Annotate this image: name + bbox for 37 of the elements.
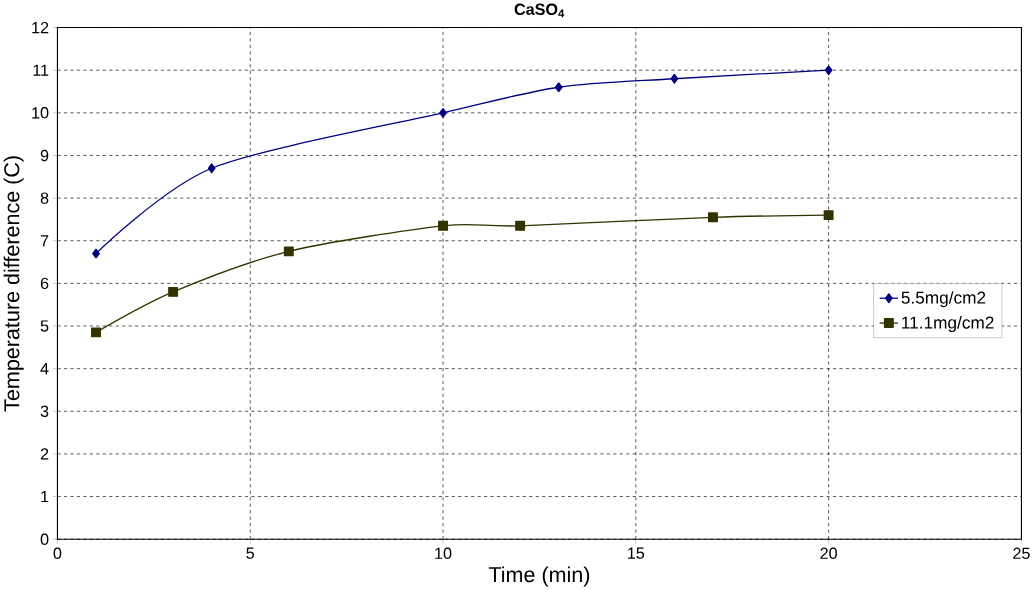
point bbox=[92, 248, 100, 259]
point bbox=[670, 73, 679, 84]
y-tick-label: 7 bbox=[40, 235, 49, 247]
point bbox=[91, 327, 101, 338]
y-tick-label: 10 bbox=[32, 107, 49, 119]
y-tick-label: 0 bbox=[40, 533, 49, 545]
x-axis-title: Time (min) bbox=[488, 566, 590, 587]
y-tick-label: 1 bbox=[41, 490, 49, 503]
point bbox=[515, 220, 526, 231]
y-tick-label: 11 bbox=[33, 64, 49, 76]
y-tick-label: 2 bbox=[40, 448, 49, 460]
y-tick-label: 9 bbox=[40, 149, 49, 162]
y-axis-title: Temperature difference (C) bbox=[3, 156, 24, 412]
point bbox=[283, 246, 294, 257]
y-tick-label: 12 bbox=[32, 21, 49, 34]
x-tick-label: 15 bbox=[628, 547, 645, 559]
y-tick-label: 4 bbox=[40, 363, 49, 375]
x-tick-label: 5 bbox=[246, 547, 255, 559]
point bbox=[824, 65, 833, 76]
legend-label: 5.5mg/cm2 bbox=[901, 291, 986, 308]
chart-title: CaSO$_{4}$ bbox=[514, 3, 565, 18]
y-tick-label: 6 bbox=[40, 277, 49, 290]
x-tick-label: 20 bbox=[820, 547, 837, 559]
y-tick-label: 8 bbox=[40, 192, 49, 204]
y-tick-label: 3 bbox=[40, 405, 49, 417]
x-tick-label: 10 bbox=[435, 547, 452, 559]
legend-label: 11.1mg/cm2 bbox=[902, 315, 994, 333]
point bbox=[554, 82, 563, 93]
x-tick-label: 25 bbox=[1013, 547, 1030, 559]
point bbox=[439, 107, 447, 118]
x-tick-label: 0 bbox=[53, 547, 62, 559]
y-tick-label: 5 bbox=[40, 320, 49, 332]
point bbox=[708, 212, 718, 223]
point bbox=[823, 210, 834, 221]
point bbox=[207, 163, 216, 174]
point bbox=[438, 220, 448, 231]
point bbox=[168, 286, 179, 297]
